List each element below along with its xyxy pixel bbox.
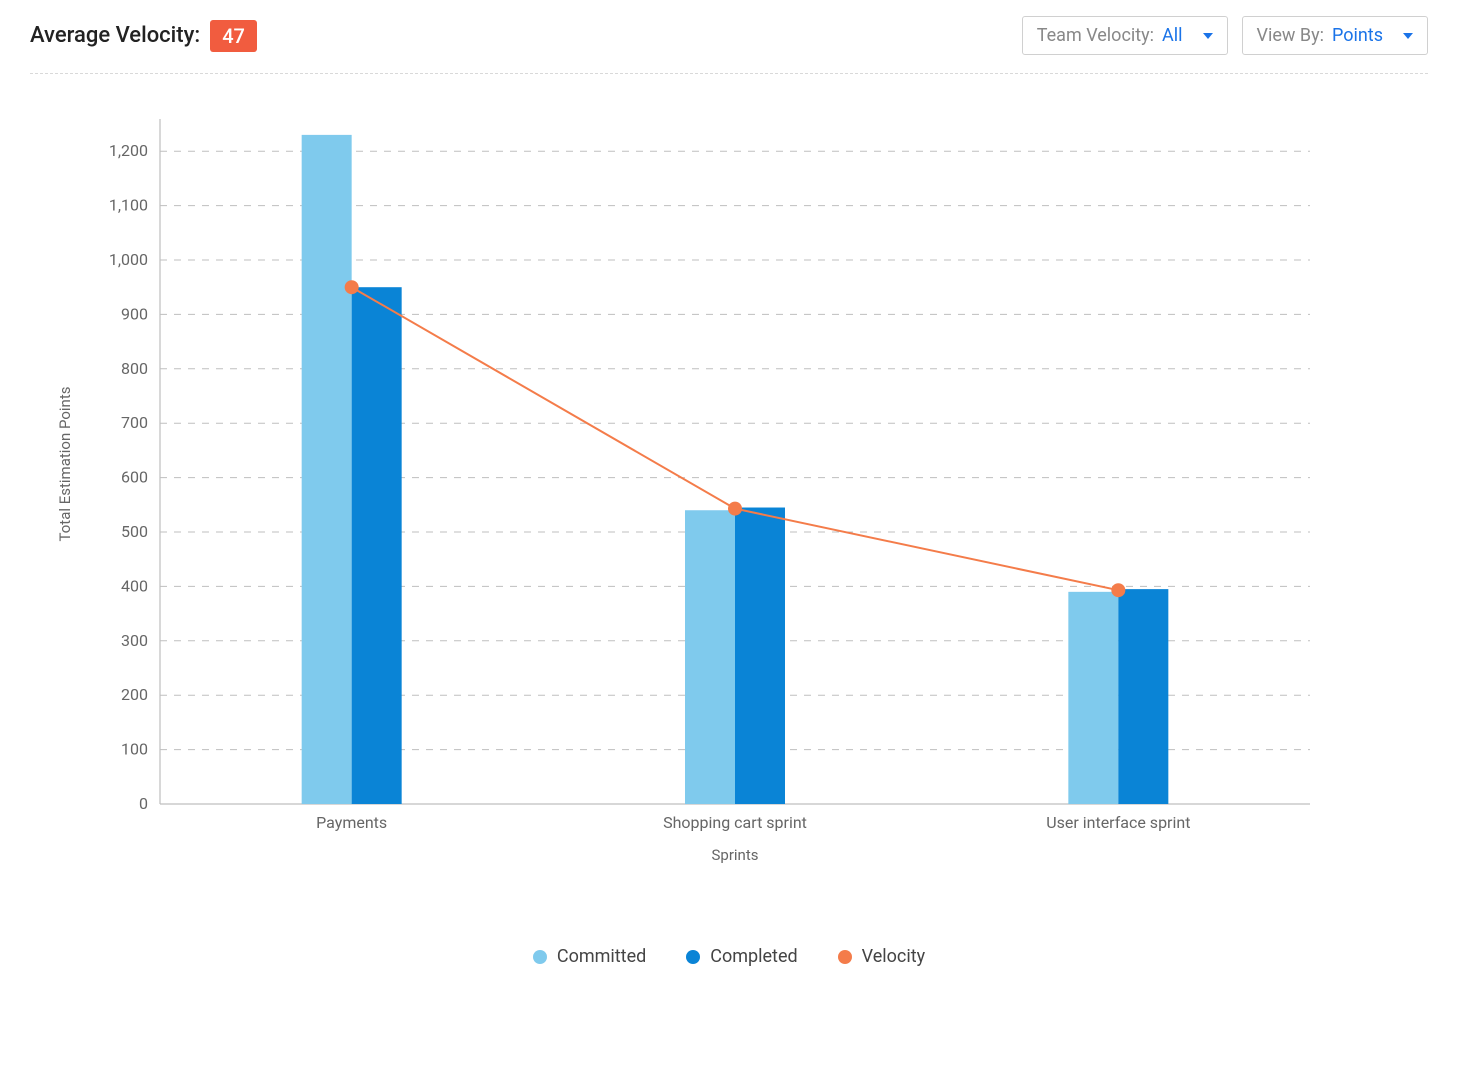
bar-committed [685,510,735,804]
y-tick-label: 1,100 [109,196,148,215]
avg-velocity-badge: 47 [210,20,257,52]
x-tick-label: Shopping cart sprint [663,813,807,832]
bar-committed [302,135,352,804]
x-tick-label: Payments [316,813,387,832]
y-tick-label: 500 [121,522,148,541]
y-tick-label: 200 [121,685,148,704]
legend-label: Committed [557,946,646,967]
x-axis-label: Sprints [712,846,759,864]
y-tick-label: 700 [121,413,148,432]
dropdown-label: Team Velocity: [1037,25,1154,46]
view-by-dropdown[interactable]: View By: Points [1242,16,1428,55]
bar-completed [1118,589,1168,804]
team-velocity-dropdown[interactable]: Team Velocity: All [1022,16,1228,55]
velocity-marker [345,280,359,294]
velocity-marker [728,502,742,516]
dropdown-value: All [1162,25,1183,46]
y-tick-label: 600 [121,468,148,487]
y-tick-label: 400 [121,576,148,595]
velocity-chart: 0 100 200 300 400 500 600 700 800 900 1,000 1,100 1,… [30,104,1428,928]
dropdown-value: Points [1332,25,1383,46]
x-tick-label: User interface sprint [1046,813,1190,832]
legend-label: Velocity [862,946,925,967]
legend-item[interactable]: Committed [533,946,646,967]
legend-swatch [686,950,700,964]
chart-svg: 0 100 200 300 400 500 600 700 800 900 1,000 1,100 1,… [30,104,1390,924]
legend-item[interactable]: Completed [686,946,797,967]
chevron-down-icon [1403,33,1413,39]
y-axis-label: Total Estimation Points [56,387,74,542]
avg-velocity-group: Average Velocity: 47 [30,20,257,52]
chevron-down-icon [1203,33,1213,39]
bar-committed [1068,592,1118,804]
legend-label: Completed [710,946,797,967]
dropdown-label: View By: [1257,25,1324,46]
legend-swatch [838,950,852,964]
y-tick-label: 100 [121,740,148,759]
y-tick-label: 0 [139,794,148,813]
y-tick-label: 1,200 [109,141,148,160]
y-tick-label: 800 [121,359,148,378]
legend-swatch [533,950,547,964]
bar-completed [352,287,402,804]
y-tick-label: 300 [121,631,148,650]
legend-item[interactable]: Velocity [838,946,925,967]
y-tick-label: 900 [121,304,148,323]
toolbar: Average Velocity: 47 Team Velocity: All … [30,10,1428,74]
chart-legend: Committed Completed Velocity [30,946,1428,967]
bar-completed [735,508,785,804]
avg-velocity-label: Average Velocity: [30,23,200,48]
velocity-marker [1111,583,1125,597]
y-tick-label: 1,000 [109,250,148,269]
dropdowns-group: Team Velocity: All View By: Points [1022,16,1428,55]
